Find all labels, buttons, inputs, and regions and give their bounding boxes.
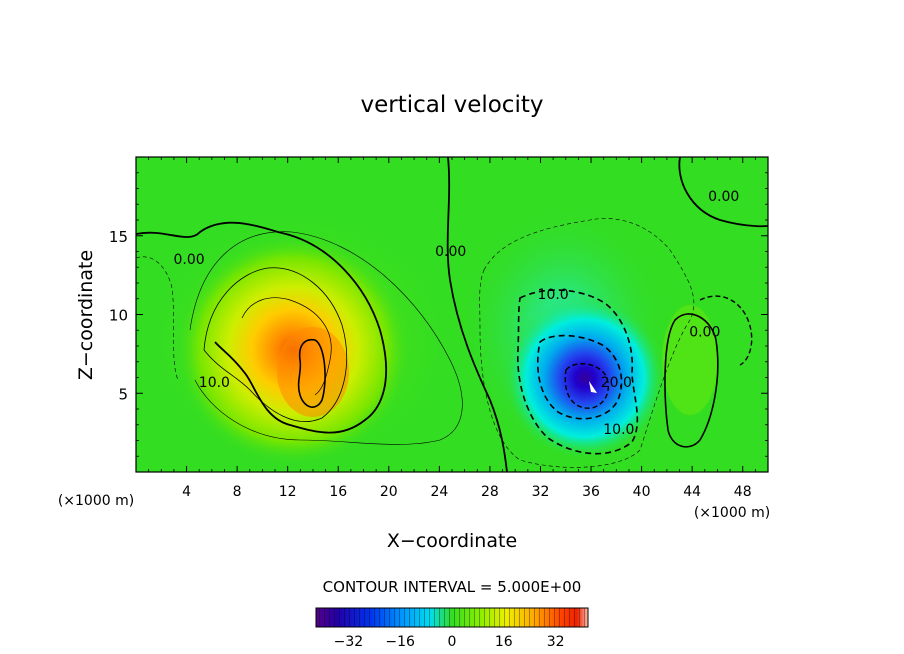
colorbar: −32 −16 0 16 32 bbox=[315, 607, 589, 650]
contour-zero-left bbox=[136, 221, 387, 434]
x-tick-label: 48 bbox=[734, 484, 752, 500]
x-tick-label: 12 bbox=[279, 484, 297, 500]
contour-minus-5 bbox=[479, 218, 695, 468]
x-tick-label: 24 bbox=[430, 484, 448, 500]
x-tick-label: 32 bbox=[532, 484, 550, 500]
contour-zero-upper-right bbox=[678, 157, 768, 228]
contour-zero-middle bbox=[446, 157, 508, 472]
contour-plus-10 bbox=[203, 267, 347, 423]
contour-label: 10.0 bbox=[538, 287, 569, 303]
x-tick-label: 20 bbox=[380, 484, 398, 500]
colorbar-tick-label: −16 bbox=[385, 634, 415, 650]
contour-minus-30 bbox=[564, 363, 610, 409]
x-tick-label: 16 bbox=[329, 484, 347, 500]
contour-label-layer: 0.00 10.0 0.00 10.0 20.0 10.0 0.00 0.00 bbox=[174, 189, 740, 438]
contour-label: 0.00 bbox=[689, 325, 720, 341]
x-tick-label: 40 bbox=[633, 484, 651, 500]
contour-minus-right bbox=[699, 295, 753, 366]
colorbar-tick-label: 16 bbox=[495, 634, 513, 650]
colorbar-tick-label: 32 bbox=[547, 634, 565, 650]
contour-label: 10.0 bbox=[199, 375, 230, 391]
x-tick-label: 44 bbox=[683, 484, 701, 500]
contour-label: 0.00 bbox=[435, 244, 466, 260]
contour-label: 0.00 bbox=[708, 189, 739, 205]
field-peak-marker bbox=[589, 381, 597, 393]
y-tick-label: 5 bbox=[118, 385, 128, 403]
colorbar-ticks: −32 −16 0 16 32 bbox=[334, 634, 565, 650]
colorbar-tick-label: 0 bbox=[448, 634, 457, 650]
plot-area: 0.00 10.0 0.00 10.0 20.0 10.0 0.00 0.00 bbox=[136, 157, 768, 472]
x-tick-label: 4 bbox=[182, 484, 191, 500]
colorbar-tick-label: −32 bbox=[334, 634, 364, 650]
contour-minus-20 bbox=[536, 334, 623, 420]
x-unit-label-right: (×1000 m) bbox=[694, 505, 770, 521]
y-tick-label: 15 bbox=[109, 228, 128, 246]
contour-lines bbox=[136, 157, 768, 472]
x-tick-label: 8 bbox=[233, 484, 242, 500]
contour-plus-5 bbox=[189, 231, 463, 445]
field-right-patch bbox=[662, 305, 718, 415]
contour-zero-right-patch bbox=[664, 313, 719, 448]
colorbar-cells bbox=[316, 608, 588, 627]
x-axis-label: X−coordinate bbox=[387, 530, 517, 552]
colorbar-frame bbox=[315, 607, 589, 628]
contour-minus-5-left bbox=[136, 256, 179, 381]
contour-plus-15 bbox=[241, 297, 332, 396]
y-axis-label: Z−coordinate bbox=[75, 250, 97, 380]
contour-plus-20 bbox=[297, 338, 326, 408]
contour-label: 0.00 bbox=[174, 252, 205, 268]
field-negative-region bbox=[503, 296, 667, 460]
x-unit-label-left: (×1000 m) bbox=[58, 493, 134, 509]
contour-label: 10.0 bbox=[603, 422, 634, 438]
y-tick-label: 10 bbox=[109, 307, 128, 325]
x-tick-label: 28 bbox=[481, 484, 499, 500]
contour-interval-text: CONTOUR INTERVAL = 5.000E+00 bbox=[323, 578, 582, 596]
contour-label: 20.0 bbox=[601, 375, 632, 391]
x-axis-ticks: 4 8 12 16 20 24 28 32 36 40 44 48 bbox=[148, 157, 756, 500]
chart-title: vertical velocity bbox=[361, 92, 544, 118]
x-tick-label: 36 bbox=[582, 484, 600, 500]
y-axis-ticks: 5 10 15 bbox=[109, 172, 768, 457]
